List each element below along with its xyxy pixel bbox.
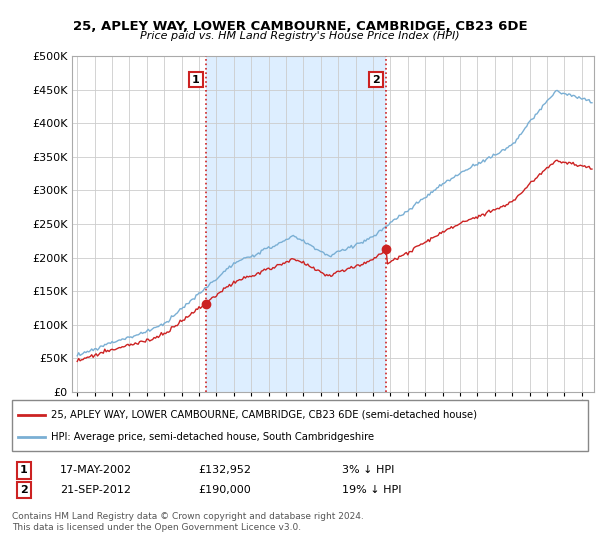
Text: 21-SEP-2012: 21-SEP-2012 xyxy=(60,485,131,495)
Text: Price paid vs. HM Land Registry's House Price Index (HPI): Price paid vs. HM Land Registry's House … xyxy=(140,31,460,41)
Text: 17-MAY-2002: 17-MAY-2002 xyxy=(60,465,132,475)
Text: HPI: Average price, semi-detached house, South Cambridgeshire: HPI: Average price, semi-detached house,… xyxy=(51,432,374,442)
Text: Contains HM Land Registry data © Crown copyright and database right 2024.
This d: Contains HM Land Registry data © Crown c… xyxy=(12,512,364,532)
Text: £132,952: £132,952 xyxy=(198,465,251,475)
Text: 1: 1 xyxy=(192,74,200,85)
Text: 25, APLEY WAY, LOWER CAMBOURNE, CAMBRIDGE, CB23 6DE (semi-detached house): 25, APLEY WAY, LOWER CAMBOURNE, CAMBRIDG… xyxy=(51,409,477,419)
Text: 2: 2 xyxy=(20,485,28,495)
Text: 1: 1 xyxy=(20,465,28,475)
Bar xyxy=(206,56,386,392)
Text: 2: 2 xyxy=(372,74,380,85)
Text: 25, APLEY WAY, LOWER CAMBOURNE, CAMBRIDGE, CB23 6DE: 25, APLEY WAY, LOWER CAMBOURNE, CAMBRIDG… xyxy=(73,20,527,32)
Text: 19% ↓ HPI: 19% ↓ HPI xyxy=(342,485,401,495)
Text: £190,000: £190,000 xyxy=(198,485,251,495)
Text: 3% ↓ HPI: 3% ↓ HPI xyxy=(342,465,394,475)
